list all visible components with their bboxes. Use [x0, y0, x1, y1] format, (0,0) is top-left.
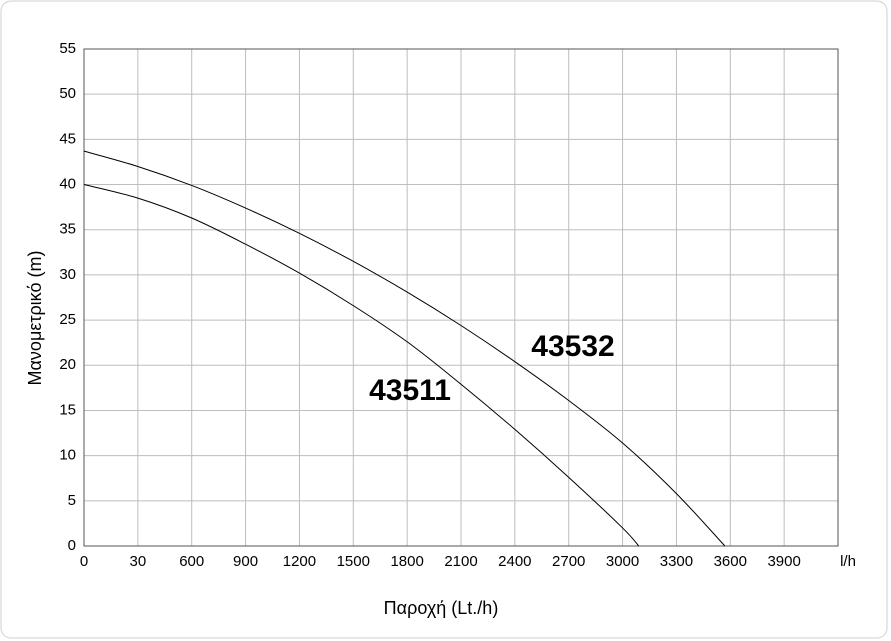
x-tick-label: 3000: [606, 553, 639, 570]
x-tick-label: 2700: [552, 553, 585, 570]
y-tick-label: 50: [59, 85, 76, 102]
plot-border: [83, 48, 839, 547]
y-tick-label: 40: [59, 176, 76, 193]
x-tick-label: 1500: [337, 553, 370, 570]
x-axis-title: Παροχή (Lt./h): [384, 598, 499, 618]
y-tick-label: 25: [59, 311, 76, 328]
x-tick-label: l/h: [840, 553, 856, 570]
series-label: 43532: [531, 330, 614, 363]
y-axis-title: Μανομετρικό (m): [25, 251, 45, 386]
y-tick-label: 20: [59, 356, 76, 373]
x-tick-label: 600: [179, 553, 204, 570]
x-tick-label: 30: [130, 553, 147, 570]
x-tick-label: 3300: [660, 553, 693, 570]
y-tick-label: 0: [68, 537, 76, 554]
x-tick-label: 2100: [444, 553, 477, 570]
series-line: [83, 150, 726, 547]
x-tick-label: 0: [80, 553, 88, 570]
x-tick-label: 2400: [498, 553, 531, 570]
y-tick-label: 55: [59, 40, 76, 57]
y-tick-label: 45: [59, 130, 76, 147]
series-line: [83, 184, 640, 547]
x-tick-label: 3900: [767, 553, 800, 570]
y-tick-label: 15: [59, 401, 76, 418]
y-tick-label: 10: [59, 447, 76, 464]
x-tick-label: 3600: [714, 553, 747, 570]
series-label: 43511: [369, 374, 451, 407]
y-tick-label: 5: [68, 492, 76, 509]
y-tick-label: 35: [59, 221, 76, 238]
x-tick-label: 900: [233, 553, 258, 570]
x-tick-label: 1800: [390, 553, 423, 570]
x-tick-label: 1200: [283, 553, 316, 570]
y-tick-label: 30: [59, 266, 76, 283]
